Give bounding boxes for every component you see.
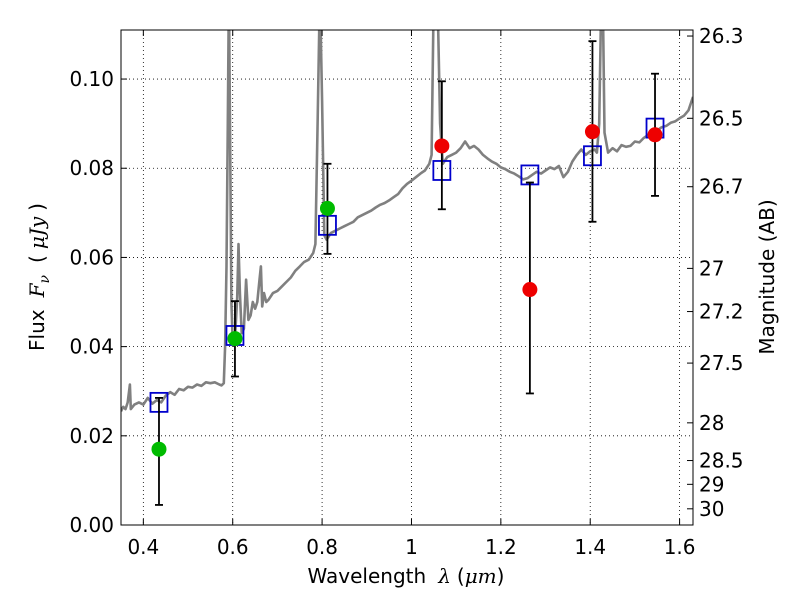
observed-flux-point <box>434 138 450 154</box>
y-tick-label: 0.06 <box>69 245 114 269</box>
y-tick-label: 0.08 <box>69 156 114 180</box>
y2-tick-label: 26.5 <box>699 106 744 130</box>
plot-frame <box>120 29 694 526</box>
errorbar-layer <box>151 40 663 506</box>
y-tick-label: 0.00 <box>69 513 114 537</box>
y2-tick-label: 28.5 <box>699 449 744 473</box>
x-axis-label: Wavelength λ (μm) <box>308 564 505 588</box>
y-tick-label: 0.02 <box>69 424 114 448</box>
y2-tick-label: 26.7 <box>699 175 744 199</box>
observed-flux-point <box>522 282 538 298</box>
observed-flux-point <box>647 127 663 143</box>
y2-axis-label: Magnitude (AB) <box>755 199 779 354</box>
spectrum-layer <box>121 30 693 412</box>
y2-tick-label: 27 <box>699 256 724 280</box>
spectrum-line <box>121 30 693 412</box>
axis-ticks: 0.4 0.6 0.8 1 1.2 1.4 1.6 0.00 0.02 0.04 0.06 0.08 0… <box>69 24 743 559</box>
observed-flux-point <box>227 331 243 347</box>
x-tick-label: 0.6 <box>217 535 249 559</box>
x-tick-label: 1.4 <box>574 535 606 559</box>
y-tick-label: 0.04 <box>69 335 114 359</box>
observed-flux-point <box>151 441 167 457</box>
x-tick-label: 1.2 <box>485 535 517 559</box>
x-tick-label: 0.4 <box>127 535 159 559</box>
plot-area <box>121 30 693 506</box>
y2-tick-label: 27.5 <box>699 351 744 375</box>
y2-tick-label: 29 <box>699 472 724 496</box>
x-tick-label: 1 <box>405 535 418 559</box>
observed-flux-point <box>584 124 600 140</box>
y-axis-label: FluxFν(μJy) <box>25 203 53 351</box>
y2-tick-label: 26.3 <box>699 24 744 48</box>
x-tick-label: 0.8 <box>306 535 338 559</box>
y-tick-label: 0.10 <box>69 67 114 91</box>
x-tick-label: 1.6 <box>664 535 696 559</box>
y2-tick-label: 27.2 <box>699 300 744 324</box>
y2-tick-label: 30 <box>699 497 724 521</box>
observed-flux-point <box>319 200 335 216</box>
y2-tick-label: 28 <box>699 411 724 435</box>
